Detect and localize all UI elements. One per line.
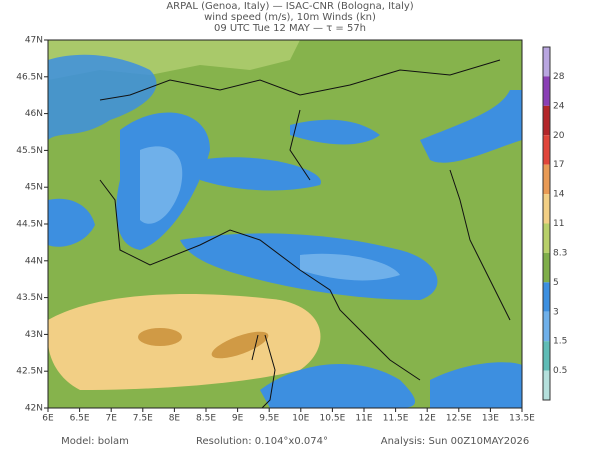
field-patch	[430, 362, 522, 408]
colorbar-label: 20	[553, 131, 565, 141]
lon-label: 12E	[419, 414, 436, 424]
colorbar-segment	[543, 194, 550, 224]
colorbar-label: 28	[553, 72, 565, 82]
lat-label: 43.5N	[16, 293, 43, 303]
footer-analysis: Analysis: Sun 00Z10MAY2026	[381, 436, 530, 447]
lon-label: 9.5E	[259, 414, 279, 424]
lon-label: 9E	[232, 414, 244, 424]
coastline	[251, 334, 276, 408]
lon-label: 8E	[169, 414, 181, 424]
field-patch	[48, 294, 321, 390]
header-line: ARPAL (Genoa, Italy) — ISAC-CNR (Bologna…	[166, 1, 413, 12]
lat-label: 46.5N	[16, 72, 43, 82]
field-patch	[48, 54, 157, 140]
colorbar-segment	[543, 341, 550, 371]
lat-label: 44.5N	[16, 220, 43, 230]
colorbar-frame	[542, 46, 551, 401]
coastline	[99, 59, 511, 381]
lon-label: 6.5E	[70, 414, 90, 424]
colorbar-label: 3	[553, 307, 559, 317]
lon-label: 6E	[42, 414, 54, 424]
field-patch	[48, 198, 95, 247]
map-field	[48, 40, 522, 408]
field-patch	[211, 331, 269, 359]
lon-label: 7E	[105, 414, 117, 424]
colorbar-label: 14	[553, 190, 565, 200]
header-line: wind speed (m/s), 10m Winds (kn)	[204, 12, 376, 23]
field-patch	[200, 157, 321, 191]
lat-label: 45N	[25, 183, 43, 193]
colorbar-segment	[543, 164, 550, 195]
colorbar-segment	[543, 76, 550, 106]
field-patch	[300, 253, 400, 281]
colorbar-segment	[543, 311, 550, 342]
colorbar-label: 5	[553, 278, 559, 288]
colorbar-label: 17	[553, 160, 564, 170]
colorbar-segment	[543, 282, 550, 312]
header-line: 09 UTC Tue 12 MAY — τ = 57h	[214, 23, 366, 34]
lat-label: 47N	[25, 36, 43, 46]
lon-label: 12.5E	[446, 414, 472, 424]
colorbar-label: 11	[553, 219, 564, 229]
lon-label: 10E	[292, 414, 309, 424]
footer-resolution: Resolution: 0.104°x0.074°	[196, 436, 328, 447]
lat-label: 42.5N	[16, 367, 43, 377]
field-patch	[140, 146, 183, 224]
colorbar-segment	[543, 47, 550, 77]
lat-label: 44N	[25, 256, 43, 266]
field-patch	[420, 90, 522, 163]
lat-label: 45.5N	[16, 146, 43, 156]
lon-label: 13.5E	[509, 414, 535, 424]
footer-model: Model: bolam	[61, 436, 129, 447]
colorbar-segment	[543, 252, 550, 283]
lat-label: 46N	[25, 109, 43, 119]
colorbar-segment	[543, 370, 550, 400]
lat-label: 42N	[25, 404, 43, 414]
colorbar-segment	[543, 135, 550, 165]
colorbar-label: 24	[553, 101, 565, 111]
lon-label: 7.5E	[133, 414, 153, 424]
field-patch	[290, 119, 380, 145]
colorbar-label: 8.3	[553, 248, 567, 258]
field-patch	[138, 328, 182, 346]
colorbar-segment	[543, 223, 550, 253]
lon-label: 13E	[482, 414, 499, 424]
lat-label: 43N	[25, 330, 43, 340]
colorbar-label: 1.5	[553, 337, 567, 347]
lon-label: 8.5E	[196, 414, 216, 424]
lon-label: 10.5E	[320, 414, 346, 424]
lon-label: 11E	[355, 414, 372, 424]
colorbar-segment	[543, 105, 550, 136]
field-patch	[260, 363, 415, 408]
colorbar-label: 0.5	[553, 366, 567, 376]
lon-label: 11.5E	[383, 414, 409, 424]
